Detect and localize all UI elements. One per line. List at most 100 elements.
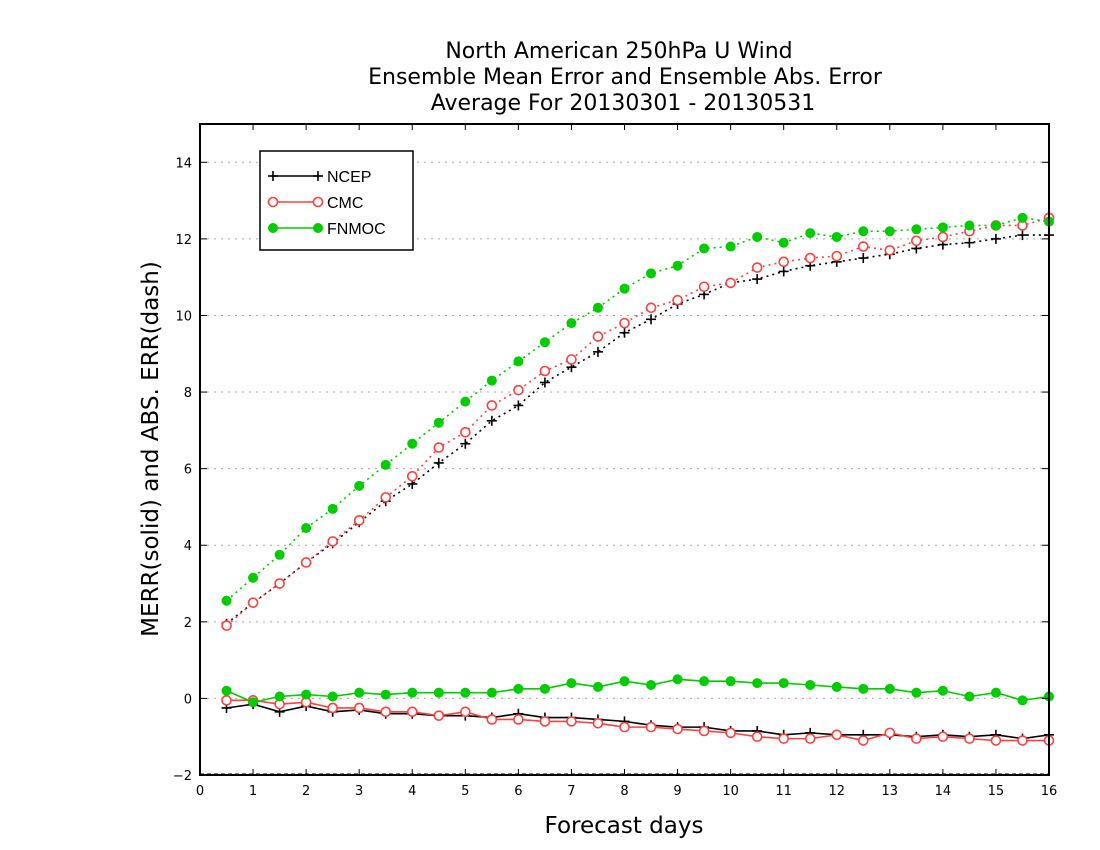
point-cmc-merr (645, 721, 657, 733)
x-tick-label: 14 (935, 784, 952, 799)
point-cmc-abs-err (539, 365, 551, 377)
point-fnmoc-abs-err (672, 260, 683, 271)
point-fnmoc-merr (911, 687, 922, 698)
x-tick-label: 11 (775, 784, 792, 799)
point-fnmoc-abs-err (937, 222, 948, 233)
y-axis-label: MERR(solid) and ABS. ERR(dash) (138, 261, 164, 637)
x-tick-label: 5 (461, 784, 469, 799)
y-tick-label: 8 (184, 386, 192, 401)
legend-marker-fnmoc (313, 223, 323, 233)
y-tick-label: 6 (184, 463, 192, 478)
series-cmc-merr-line (226, 699, 1049, 742)
point-fnmoc-abs-err (699, 243, 710, 254)
point-ncep-abs-err (752, 274, 763, 285)
point-cmc-abs-err (592, 331, 604, 342)
point-fnmoc-merr (619, 676, 630, 687)
y-tick-label: −2 (173, 769, 192, 784)
point-fnmoc-abs-err (1017, 212, 1028, 223)
point-cmc-merr (327, 702, 338, 714)
point-ncep-abs-err (619, 327, 630, 338)
point-fnmoc-abs-err (354, 480, 365, 491)
point-cmc-abs-err (937, 231, 949, 243)
point-fnmoc-abs-err (805, 228, 816, 239)
point-cmc-abs-err (884, 245, 896, 256)
x-tick-label: 6 (514, 784, 522, 799)
series-cmc-abs-err-line (226, 217, 1050, 627)
point-ncep-abs-err (486, 415, 497, 426)
title-line-2: Ensemble Mean Error and Ensemble Abs. Er… (368, 65, 883, 90)
x-tick-label: 4 (408, 784, 416, 799)
point-ncep-abs-err (460, 438, 471, 449)
point-fnmoc-merr (592, 681, 603, 692)
point-fnmoc-merr (380, 689, 391, 700)
point-fnmoc-abs-err (539, 337, 550, 348)
point-cmc-abs-err (327, 536, 338, 547)
point-fnmoc-merr (301, 689, 312, 700)
point-cmc-merr (725, 727, 736, 739)
x-tick-label: 9 (673, 784, 681, 799)
point-fnmoc-abs-err (566, 318, 577, 329)
point-cmc-merr (831, 729, 843, 741)
point-cmc-merr (353, 702, 365, 714)
point-cmc-abs-err (380, 492, 392, 503)
point-fnmoc-merr (407, 687, 418, 698)
point-fnmoc-abs-err (831, 231, 842, 242)
x-axis-label: Forecast days (545, 813, 704, 839)
point-fnmoc-merr (990, 687, 1001, 698)
point-cmc-merr (433, 710, 445, 721)
point-fnmoc-merr (486, 687, 497, 698)
point-fnmoc-abs-err (778, 237, 789, 248)
point-ncep-abs-err (433, 457, 444, 468)
point-cmc-abs-err (804, 252, 816, 264)
x-tick-label: 10 (722, 784, 739, 799)
series-layer (221, 212, 1055, 746)
point-cmc-abs-err (460, 426, 471, 438)
point-cmc-merr (539, 716, 551, 727)
point-fnmoc-merr (433, 687, 444, 698)
y-tick-label: 0 (184, 692, 192, 707)
point-ncep-abs-err (964, 237, 975, 248)
point-cmc-abs-err (911, 235, 922, 247)
point-fnmoc-abs-err (619, 283, 630, 294)
point-fnmoc-abs-err (433, 417, 444, 428)
x-tick-label: 7 (567, 784, 575, 799)
point-cmc-abs-err (353, 515, 365, 526)
point-cmc-merr (592, 718, 604, 729)
point-cmc-merr (406, 706, 418, 718)
point-cmc-merr (964, 733, 975, 744)
point-cmc-merr (221, 695, 232, 706)
series-ncep-merr-line (226, 703, 1050, 740)
point-fnmoc-abs-err (248, 572, 259, 583)
point-cmc-merr (884, 727, 896, 739)
point-fnmoc-abs-err (221, 595, 232, 606)
legend-marker-fnmoc (268, 223, 278, 233)
point-fnmoc-merr (725, 676, 736, 687)
point-fnmoc-merr (646, 680, 657, 691)
point-fnmoc-merr (354, 687, 365, 698)
point-cmc-merr (937, 731, 949, 743)
point-ncep-abs-err (539, 377, 550, 388)
point-cmc-abs-err (566, 354, 577, 365)
point-fnmoc-merr (858, 683, 869, 694)
point-cmc-merr (486, 714, 498, 725)
y-tick-label: 10 (175, 309, 192, 324)
point-fnmoc-merr (274, 691, 285, 702)
point-cmc-abs-err (221, 620, 232, 631)
point-cmc-abs-err (300, 557, 312, 568)
point-fnmoc-merr (566, 678, 577, 689)
point-fnmoc-merr (964, 691, 975, 702)
point-cmc-merr (698, 725, 710, 737)
point-fnmoc-merr (937, 685, 948, 696)
x-tick-label: 12 (828, 784, 845, 799)
point-cmc-abs-err (486, 400, 498, 411)
title-line-3: Average For 20130301 - 20130531 (431, 91, 816, 116)
point-cmc-merr (911, 733, 922, 744)
point-cmc-merr (380, 706, 392, 718)
point-cmc-abs-err (751, 262, 763, 273)
point-ncep-abs-err (513, 400, 524, 411)
point-cmc-abs-err (247, 597, 259, 608)
point-fnmoc-abs-err (301, 523, 312, 534)
point-cmc-abs-err (619, 317, 630, 329)
series-ncep-abs-err-line (226, 234, 1049, 625)
y-tick-label: 14 (175, 156, 192, 171)
